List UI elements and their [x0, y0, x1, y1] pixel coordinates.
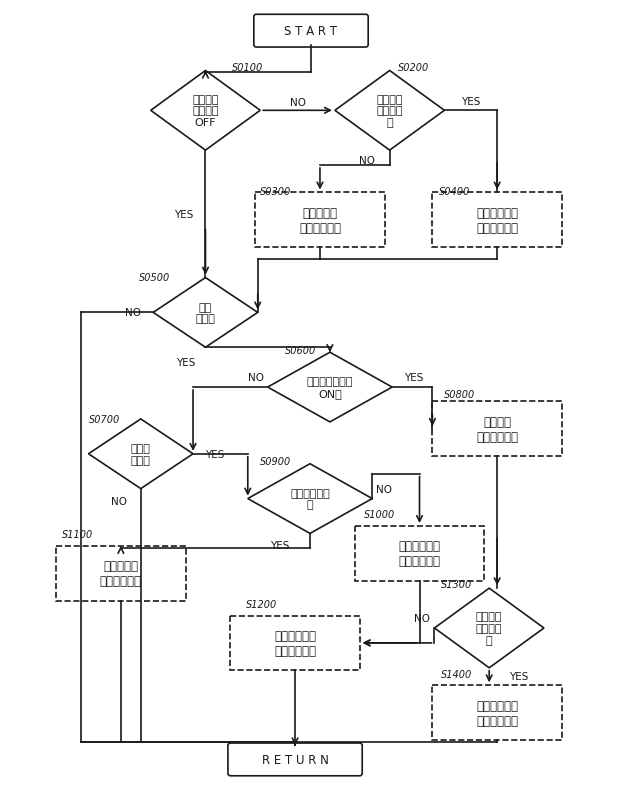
Text: S1000: S1000: [364, 510, 395, 520]
Text: YES: YES: [461, 97, 480, 107]
Text: 蓄圧放出運転
サブルーチン: 蓄圧放出運転 サブルーチン: [476, 207, 518, 234]
Text: 過給運転
サブルーチン: 過給運転 サブルーチン: [476, 415, 518, 444]
Bar: [230, 616, 360, 670]
Polygon shape: [151, 71, 260, 151]
Text: 蓄圧放出運転
？: 蓄圧放出運転 ？: [290, 488, 330, 510]
Text: アクセル
ブレーキ
OFF: アクセル ブレーキ OFF: [192, 95, 219, 128]
Polygon shape: [153, 278, 258, 348]
Text: YES: YES: [174, 209, 193, 220]
Text: S1200: S1200: [246, 599, 277, 610]
Text: S1300: S1300: [442, 579, 473, 589]
Text: NO: NO: [359, 156, 374, 166]
Text: YES: YES: [271, 541, 290, 551]
Text: YES: YES: [509, 671, 529, 681]
Text: 圧縮機運転
サブルーチン: 圧縮機運転 サブルーチン: [100, 560, 142, 588]
Bar: [56, 546, 185, 601]
FancyBboxPatch shape: [228, 743, 362, 776]
Bar: [355, 526, 484, 581]
Text: S T A R T: S T A R T: [284, 25, 338, 38]
Bar: [255, 193, 384, 248]
Text: NO: NO: [414, 614, 430, 623]
Text: NO: NO: [290, 98, 305, 108]
Bar: [432, 402, 562, 456]
Polygon shape: [335, 71, 444, 151]
Text: アクセルセンサ
ON？: アクセルセンサ ON？: [307, 377, 353, 399]
Text: 蓄圧放出
低速回転
？: 蓄圧放出 低速回転 ？: [476, 612, 503, 645]
Text: NO: NO: [111, 496, 127, 506]
Text: 制動アシスト
サブルーチン: 制動アシスト サブルーチン: [274, 629, 316, 657]
Text: 圧縮機運転
サブルーチン: 圧縮機運転 サブルーチン: [299, 207, 341, 234]
Text: S0900: S0900: [260, 456, 292, 466]
Text: S0600: S0600: [285, 346, 317, 356]
Text: R E T U R N: R E T U R N: [262, 753, 328, 766]
Text: S1400: S1400: [442, 669, 473, 679]
Text: 蓄圧圧力
運転可能
？: 蓄圧圧力 運転可能 ？: [376, 95, 403, 128]
Text: NO: NO: [376, 484, 392, 494]
Text: S0300: S0300: [260, 187, 292, 196]
Bar: [432, 686, 562, 740]
Polygon shape: [88, 419, 193, 489]
Polygon shape: [267, 353, 392, 423]
Text: YES: YES: [404, 373, 424, 383]
Text: S0100: S0100: [233, 63, 264, 73]
Text: YES: YES: [205, 449, 225, 460]
Text: NO: NO: [248, 373, 264, 383]
Text: 車速
増速？: 車速 増速？: [195, 302, 215, 324]
Bar: [432, 193, 562, 248]
Text: S0800: S0800: [444, 390, 476, 399]
Text: NO: NO: [125, 308, 141, 318]
Text: 駆動アシスト
サブルーチン: 駆動アシスト サブルーチン: [476, 699, 518, 727]
FancyBboxPatch shape: [254, 15, 368, 48]
Text: S0700: S0700: [89, 415, 120, 424]
Text: S0200: S0200: [397, 63, 429, 73]
Polygon shape: [434, 589, 544, 668]
Text: 圧縮貯蔵運転
サブルーチン: 圧縮貯蔵運転 サブルーチン: [399, 540, 440, 568]
Text: S0500: S0500: [139, 272, 170, 282]
Text: 制動力
不足？: 制動力 不足？: [131, 444, 151, 465]
Polygon shape: [248, 464, 372, 534]
Text: YES: YES: [176, 358, 195, 367]
Text: S0400: S0400: [439, 187, 471, 196]
Text: S1100: S1100: [62, 529, 93, 540]
